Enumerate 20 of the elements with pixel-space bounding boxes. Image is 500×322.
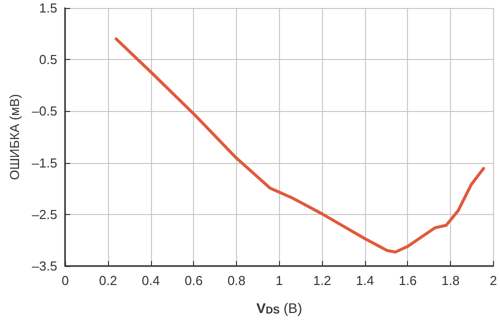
y-tick-label: –2.5 (32, 206, 58, 222)
x-tick-label: 1.2 (313, 273, 332, 288)
line-series (114, 37, 486, 254)
x-tick-label: 1.6 (398, 273, 417, 288)
x-tick-label: 1.4 (356, 273, 374, 288)
y-tick-label: –0.5 (32, 104, 58, 119)
x-tick-label: 0.2 (98, 273, 118, 288)
x-tick-label: 0 (62, 273, 69, 288)
x-tick-label: 1 (276, 273, 283, 288)
x-tick-label: 2 (490, 273, 497, 288)
y-tick-label: 0.5 (39, 52, 58, 68)
x-tick-label: 0.8 (227, 273, 246, 288)
y-tick-label: –1.5 (32, 155, 58, 170)
y-axis-title: ОШИБКА (мВ) (7, 94, 22, 180)
y-tick-label: –3.5 (32, 258, 58, 274)
y-tick-label: 1.5 (39, 0, 58, 16)
x-tick-label: 0.6 (184, 273, 203, 288)
x-tick-label: 1.8 (442, 273, 460, 288)
x-tick-label: 0.4 (142, 273, 160, 288)
x-axis-title: VDS (В) (256, 300, 302, 316)
